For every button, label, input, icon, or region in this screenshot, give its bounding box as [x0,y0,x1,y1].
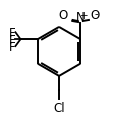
Text: O: O [58,9,67,22]
Text: +: + [79,11,88,21]
Text: -: - [93,9,97,19]
Text: Cl: Cl [53,101,64,114]
Text: F: F [9,33,15,46]
Text: O: O [90,9,99,22]
Text: F: F [9,40,15,53]
Text: N: N [75,11,84,24]
Text: F: F [9,26,15,39]
